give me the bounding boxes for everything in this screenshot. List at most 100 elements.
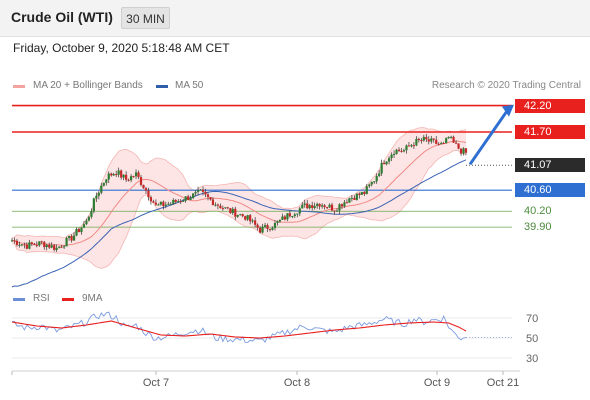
candle-body — [174, 199, 177, 202]
candle-body — [18, 244, 21, 246]
candle-body — [105, 179, 108, 183]
candle-body — [278, 219, 282, 222]
candle-body — [25, 244, 28, 249]
timeframe-button[interactable]: 30 MIN — [121, 7, 170, 29]
candle-body — [172, 199, 175, 204]
candle-body — [462, 148, 465, 154]
candle-body — [115, 174, 118, 176]
candle-body — [348, 198, 351, 203]
instrument-title: Crude Oil (WTI) — [11, 9, 113, 25]
candle-body — [201, 189, 205, 192]
candle-body — [154, 202, 157, 205]
candle-body — [251, 220, 254, 222]
candle-body — [216, 204, 220, 206]
level-tag-41.70: 41.70 — [515, 125, 585, 139]
level-tag-41.07: 41.07 — [515, 158, 585, 173]
rsi-tick-50: 50 — [526, 333, 538, 345]
candle-body — [187, 196, 190, 200]
candle-body — [316, 203, 319, 206]
candle-body — [298, 208, 301, 214]
candle-body — [323, 205, 326, 208]
candle-body — [162, 201, 165, 206]
candle-body — [343, 202, 346, 207]
candle-body — [234, 208, 237, 217]
ma50-line — [11, 159, 467, 288]
candle-body — [85, 220, 88, 225]
candle-body — [67, 235, 71, 238]
candle-body — [90, 211, 93, 217]
chart-datetime: Friday, October 9, 2020 5:18:48 AM CET — [13, 41, 230, 55]
candle-body — [405, 145, 408, 151]
candle-body — [321, 205, 324, 207]
candle-body — [125, 174, 128, 180]
candle-body — [335, 210, 339, 212]
candle-body — [273, 222, 277, 228]
candle-body — [385, 161, 388, 165]
candle-body — [182, 200, 185, 202]
candle-body — [95, 195, 98, 199]
candle-body — [48, 244, 51, 248]
ma20-legend-label: MA 20 + Bollinger Bands — [33, 80, 143, 91]
candle-body — [30, 242, 33, 245]
candle-body — [328, 204, 331, 208]
candle-body — [45, 244, 48, 248]
candle-body — [353, 197, 356, 200]
x-tick-label: Oct 8 — [284, 377, 310, 389]
candle-body — [122, 174, 125, 178]
candle-body — [271, 227, 274, 230]
candle-body — [360, 191, 363, 195]
candle-body — [199, 189, 202, 191]
level-tag-42.20: 42.20 — [515, 98, 585, 113]
x-tick-label: Oct 7 — [143, 377, 169, 389]
candle-body — [276, 221, 279, 223]
candle-body — [397, 149, 401, 151]
candle-body — [358, 193, 361, 195]
candle-body — [209, 197, 212, 200]
candle-body — [258, 227, 262, 233]
candle-body — [211, 199, 215, 206]
bollinger-lower — [11, 149, 467, 269]
candle-body — [100, 185, 103, 193]
candle-body — [129, 176, 133, 181]
candle-body — [244, 216, 247, 220]
bollinger-band — [12, 127, 466, 269]
credit-text: Research © 2020 Trading Central — [431, 80, 581, 91]
candle-body — [120, 170, 123, 178]
candle-body — [157, 204, 160, 206]
candle-body — [410, 145, 413, 147]
candle-body — [164, 204, 167, 206]
candle-body — [402, 150, 406, 152]
candle-body — [425, 136, 428, 140]
candle-body — [70, 235, 73, 241]
forecast-arrow — [468, 108, 510, 166]
candle-body — [219, 205, 222, 209]
candle-body — [169, 203, 172, 205]
candle-body — [293, 214, 296, 217]
candle-body — [117, 170, 120, 175]
candle-body — [239, 214, 242, 216]
candle-body — [263, 225, 267, 227]
ma9-legend-label: 9MA — [82, 293, 103, 304]
candle-body — [196, 190, 200, 192]
candle-body — [420, 140, 423, 142]
candle-body — [355, 193, 358, 200]
candle-body — [241, 214, 244, 217]
candle-body — [303, 203, 306, 205]
candle-body — [159, 201, 162, 205]
candle-body — [296, 213, 299, 215]
candle-body — [58, 246, 61, 248]
candle-body — [283, 216, 286, 220]
ma9-legend-swatch — [62, 298, 74, 301]
rsi-ma9-line — [11, 320, 467, 339]
candle-body — [127, 179, 130, 181]
candle-body — [72, 235, 76, 241]
rsi-tick-70: 70 — [526, 313, 538, 325]
candle-body — [144, 188, 148, 191]
candle-body — [23, 244, 26, 246]
candle-body — [318, 203, 321, 207]
candle-body — [427, 139, 430, 142]
candle-body — [333, 210, 336, 212]
candle-body — [38, 241, 41, 246]
candle-body — [378, 173, 381, 176]
